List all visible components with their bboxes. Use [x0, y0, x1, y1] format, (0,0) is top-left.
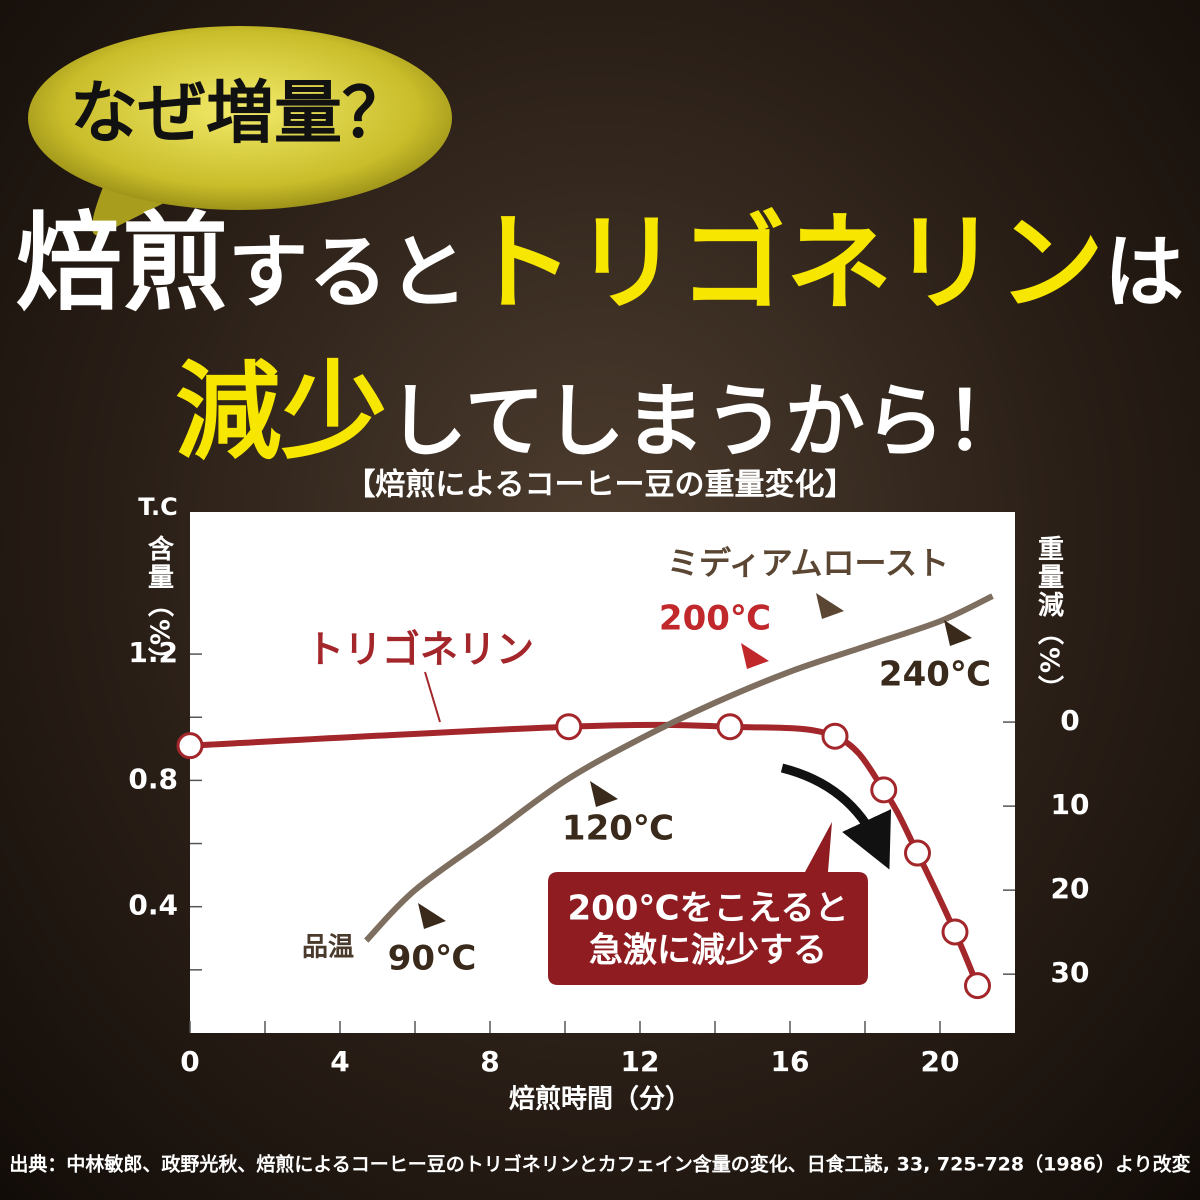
- marker-triangle: [944, 620, 972, 646]
- annotation: 90℃: [388, 939, 477, 979]
- headline: 焙煎するとトリゴネリンは 減少してしまうから！: [0, 205, 1200, 503]
- point: [176, 732, 204, 760]
- x-axis-label: 焙煎時間（分）: [509, 1084, 691, 1115]
- arrow: [780, 763, 892, 870]
- leader-line: [424, 671, 441, 723]
- y2-tick-label: 30: [1051, 956, 1090, 989]
- y2-tick-label: 20: [1051, 872, 1090, 905]
- annotation: 240℃: [879, 655, 991, 695]
- x-tick-label: 12: [621, 1045, 660, 1078]
- marker-triangle: [816, 593, 844, 619]
- annotation: ミディアムロースト: [667, 544, 949, 582]
- x-tick-label: 16: [771, 1045, 810, 1078]
- headline-word: してしまうから！: [387, 375, 1025, 468]
- y-tick-label: 0.4: [128, 889, 178, 922]
- headline-line: 減少してしまうから！: [0, 354, 1200, 503]
- series-line: [364, 593, 994, 943]
- speech-bubble: なぜ増量？: [28, 26, 452, 236]
- chart-title: 【焙煎によるコーヒー豆の重量変化】: [345, 468, 854, 503]
- headline-word: は: [1104, 226, 1184, 319]
- marker-triangle: [590, 781, 618, 807]
- marker-triangle: [418, 903, 446, 929]
- series-label: 品温: [302, 933, 354, 963]
- y-axis-label: 含量（%）: [144, 534, 174, 675]
- callout-box: [548, 822, 868, 985]
- bubble-text: なぜ増量？: [70, 75, 410, 154]
- y2-tick-label: 10: [1051, 788, 1090, 821]
- headline-word: トリゴネリン: [468, 202, 1104, 325]
- y2-tick-label: 0: [1060, 704, 1079, 737]
- annotation: 200℃: [659, 599, 771, 639]
- series-label: トリゴネリン: [306, 628, 534, 672]
- headline-line: 焙煎するとトリゴネリンは: [0, 205, 1200, 354]
- annotation: 120℃: [562, 809, 674, 849]
- headline-word: 焙煎: [16, 202, 228, 325]
- point: [555, 713, 583, 741]
- point: [870, 776, 898, 804]
- x-tick-label: 4: [330, 1045, 349, 1078]
- headline-word: 減少: [175, 351, 388, 474]
- y-tick-label: 1.2: [128, 636, 178, 669]
- y2-axis-label: 重量減（%）: [1034, 535, 1064, 703]
- x-tick-label: 0: [180, 1045, 199, 1078]
- marker-triangle: [741, 643, 769, 669]
- source: 出典：中林敏郎、政野光秋、焙煎によるコーヒー豆のトリゴネリンとカフェイン含量の変…: [9, 1153, 1190, 1176]
- point: [904, 839, 931, 867]
- series-line: [189, 721, 981, 987]
- callout-text: 急激に減少する: [589, 931, 827, 971]
- callout-text: 200℃をこえると: [567, 889, 848, 929]
- x-tick-label: 8: [480, 1045, 499, 1078]
- point: [964, 972, 991, 1000]
- point: [716, 713, 744, 741]
- x-tick-label: 20: [921, 1045, 960, 1078]
- y-tick-label: 0.8: [128, 762, 178, 795]
- headline-word: すると: [228, 226, 468, 319]
- point: [821, 722, 849, 750]
- point: [941, 918, 969, 946]
- y-axis-label-top: T.C: [138, 493, 177, 521]
